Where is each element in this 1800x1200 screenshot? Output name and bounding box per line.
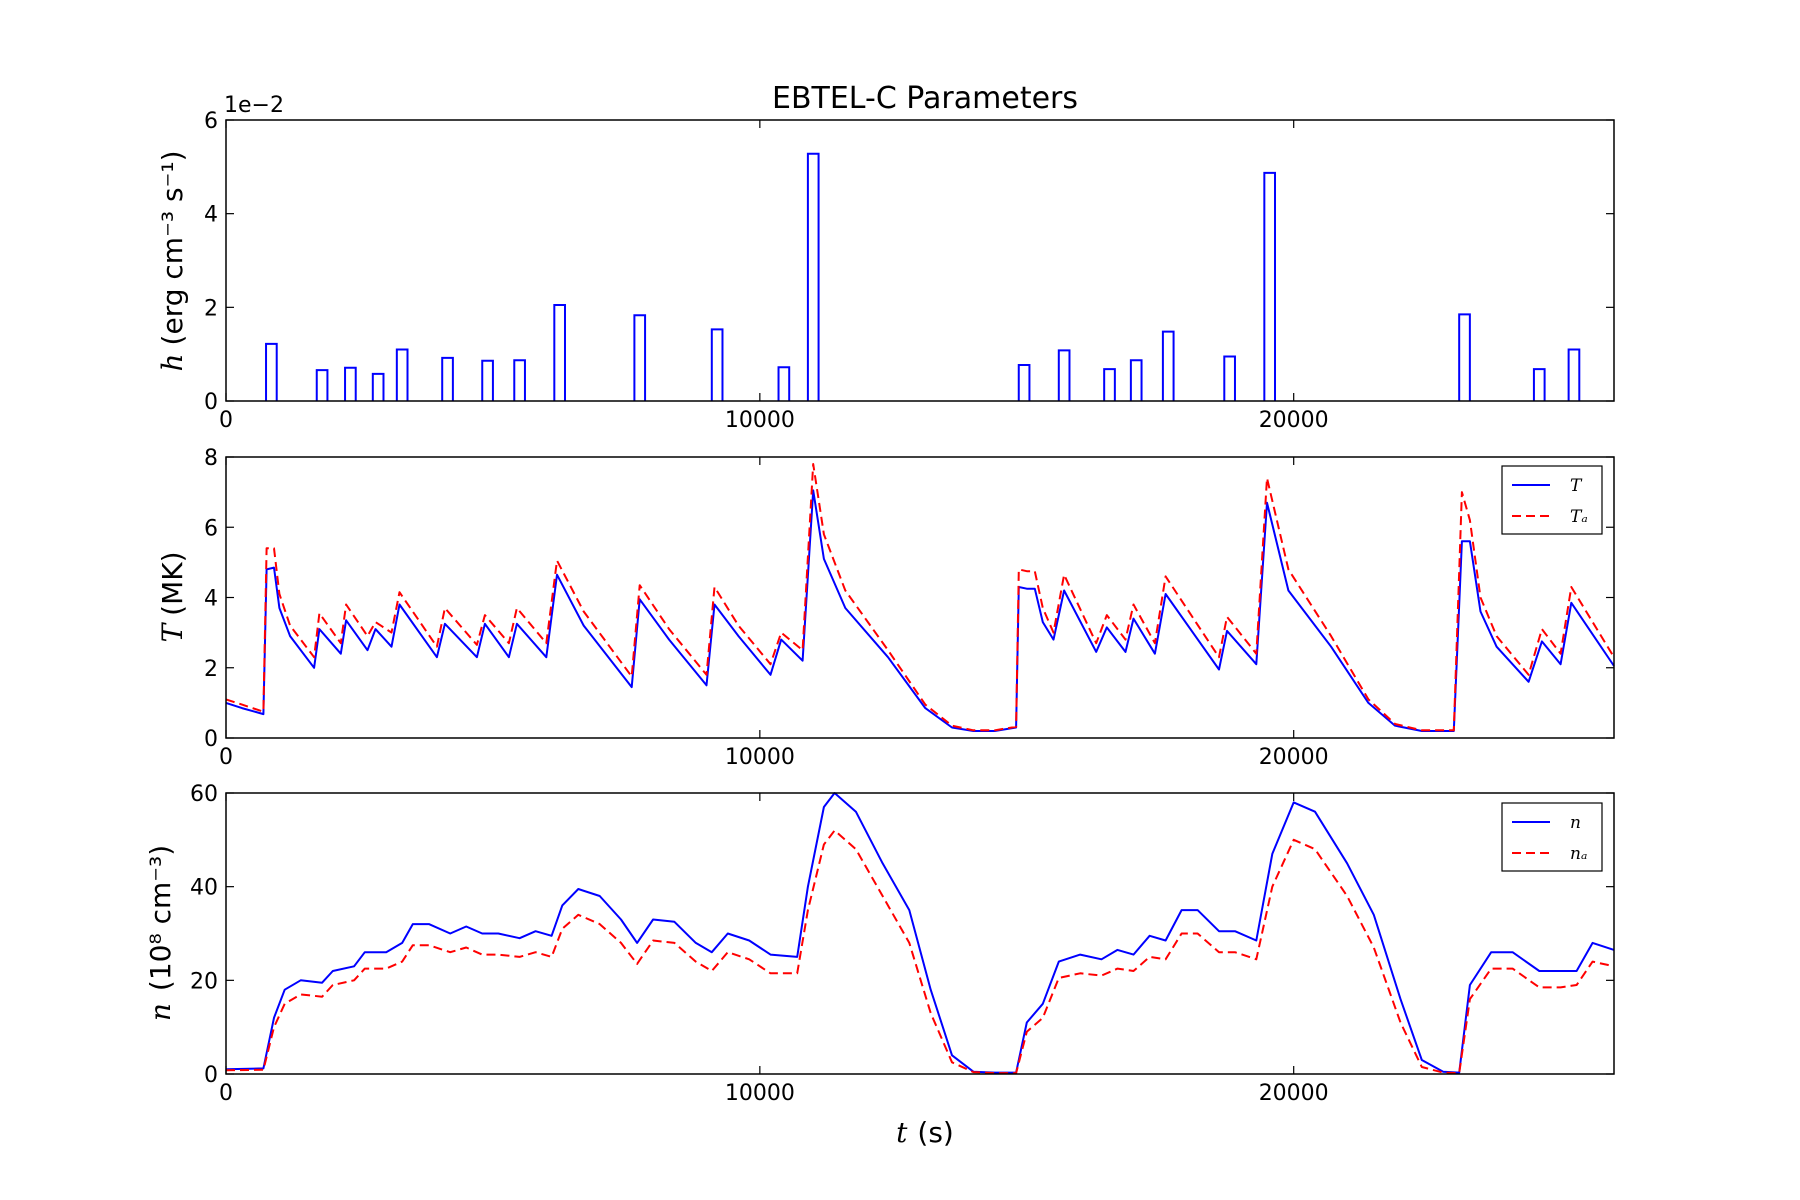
heating-pulse <box>315 369 329 401</box>
heating-pulse <box>1103 368 1116 401</box>
heating-pulse <box>1017 363 1031 401</box>
heating-pulse <box>395 348 409 401</box>
heating-y-label: h (erg cm⁻³ s⁻¹) <box>156 151 189 372</box>
heating-pulse <box>633 314 647 401</box>
x-tick-label: 10000 <box>725 745 795 770</box>
x-tick-label: 10000 <box>725 1081 795 1106</box>
heating-pulse <box>1567 348 1581 401</box>
temperature-series-electron-line <box>225 489 1615 732</box>
heating-pulse <box>371 372 385 401</box>
x-axis-symbol: t <box>896 1116 908 1149</box>
legend-label-na: nₐ <box>1570 844 1587 864</box>
heating-pulse <box>1161 330 1175 401</box>
legend-label-T: T <box>1570 476 1583 496</box>
y-tick-label: 8 <box>204 446 218 471</box>
heating-offset-text: 1e−2 <box>224 93 284 118</box>
heating-panel: 0 10000 20000 0 2 4 6 1e−2 h (erg cm⁻³ s⁻¹) <box>156 93 1615 433</box>
y-tick-label: 2 <box>204 296 218 321</box>
y-tick-label: 0 <box>204 1063 218 1088</box>
density-y-symbol: n <box>144 1003 177 1021</box>
y-tick-label: 6 <box>204 109 218 134</box>
density-series-ion-line <box>225 829 1615 1075</box>
temperature-y-units: (MK) <box>156 551 189 615</box>
temperature-series-ion-line <box>225 463 1615 732</box>
x-tick-label: 0 <box>219 408 233 433</box>
heating-y-units: (erg cm⁻³ s⁻¹) <box>156 151 189 346</box>
heating-plot-frame <box>225 119 1615 402</box>
x-tick-label: 20000 <box>1259 1081 1329 1106</box>
density-y-units: (10⁸ cm⁻³) <box>144 845 177 991</box>
y-tick-label: 0 <box>204 390 218 415</box>
heating-pulse <box>481 359 494 401</box>
heating-pulse <box>806 152 820 401</box>
x-axis-label: t (s) <box>896 1116 954 1149</box>
temperature-y-ticks: 0 2 4 6 8 <box>204 446 1614 752</box>
temperature-y-label: T (MK) <box>156 551 189 642</box>
temperature-x-ticks: 0 10000 20000 <box>219 457 1329 770</box>
temperature-legend: T Tₐ <box>1501 465 1603 535</box>
x-tick-label: 0 <box>219 745 233 770</box>
heating-pulse <box>1263 171 1277 401</box>
heating-pulse <box>265 342 278 401</box>
heating-pulse <box>1458 313 1471 401</box>
temperature-plot-frame <box>225 456 1615 739</box>
heating-pulse <box>513 359 526 401</box>
heating-pulse <box>777 366 791 401</box>
y-tick-label: 4 <box>204 203 218 228</box>
density-plot-frame <box>225 792 1615 1075</box>
x-tick-label: 0 <box>219 1081 233 1106</box>
heating-pulse <box>553 303 566 401</box>
x-axis-units: (s) <box>917 1116 953 1149</box>
heating-pulse <box>710 328 724 401</box>
density-series-electron-line <box>225 792 1615 1074</box>
x-tick-label: 20000 <box>1259 745 1329 770</box>
density-lines <box>225 792 1615 1075</box>
x-tick-label: 20000 <box>1259 408 1329 433</box>
density-y-ticks: 0 20 40 60 <box>190 782 1614 1088</box>
density-x-ticks: 0 10000 20000 <box>219 793 1329 1106</box>
heating-y-ticks: 0 2 4 6 <box>204 109 1614 415</box>
density-panel: 0 10000 20000 0 20 40 60 n (10⁸ cm⁻³) n nₐ t (s… <box>144 782 1615 1149</box>
legend-label-n: n <box>1570 813 1581 833</box>
density-y-label: n (10⁸ cm⁻³) <box>144 845 177 1021</box>
y-tick-label: 20 <box>190 969 218 994</box>
heating-pulse <box>344 366 357 401</box>
heating-y-symbol: h <box>156 353 189 371</box>
heating-pulse <box>1223 355 1236 401</box>
density-legend: n nₐ <box>1501 802 1603 872</box>
y-tick-label: 6 <box>204 516 218 541</box>
x-tick-label: 10000 <box>725 408 795 433</box>
heating-pulse <box>1129 359 1143 401</box>
temperature-panel: 0 10000 20000 0 2 4 6 8 T (MK) T Tₐ <box>156 446 1615 770</box>
y-tick-label: 4 <box>204 587 218 612</box>
y-tick-label: 40 <box>190 876 218 901</box>
heating-x-ticks: 0 10000 20000 <box>219 120 1329 433</box>
legend-label-Ta: Tₐ <box>1570 507 1588 527</box>
chart-title: EBTEL-C Parameters <box>772 81 1078 116</box>
y-tick-label: 60 <box>190 782 218 807</box>
heating-bars <box>265 152 1581 401</box>
y-tick-label: 2 <box>204 657 218 682</box>
temperature-lines <box>225 463 1615 732</box>
heating-pulse <box>441 356 454 401</box>
heating-pulse <box>1532 368 1546 401</box>
temperature-y-symbol: T <box>156 622 189 643</box>
y-tick-label: 0 <box>204 727 218 752</box>
heating-pulse <box>1057 349 1071 401</box>
